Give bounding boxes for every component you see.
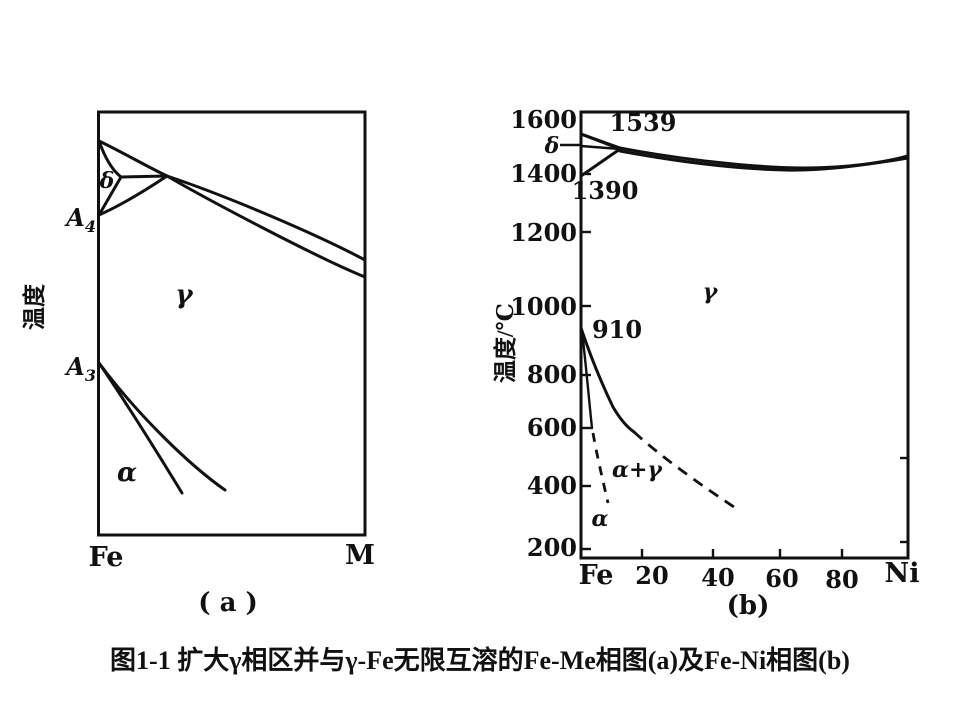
xtick-label-40: 40: [701, 563, 734, 592]
ytick-label-1400: 1400: [510, 159, 577, 188]
xtick-label-60: 60: [765, 564, 798, 593]
panel-a-y-axis-label: 温度: [21, 283, 47, 330]
panel-a-plot-frame: [97, 110, 367, 537]
panel-b-delta-gamma-annotation: 1390: [572, 176, 639, 205]
ytick-label-1600: 1600: [510, 105, 577, 134]
xtick-label-ni: Ni: [885, 558, 920, 589]
panel-a: 温度 A4 A3 δ γ α Fe M ( a ): [21, 110, 375, 618]
ytick-label-1200: 1200: [510, 218, 577, 247]
panel-b-gamma-boundary-solid: [579, 326, 636, 434]
panel-a-a4-gamma-boundary: [97, 174, 169, 217]
panel-a-A3-label: A3: [64, 352, 96, 385]
panel-b-delta-phase-label: δ: [544, 133, 560, 159]
ytick-label-200: 200: [527, 533, 577, 562]
panel-b-alpha-boundary-dashed: [591, 432, 610, 504]
panel-b-alpha-gamma-phase-label: α+γ: [612, 457, 663, 483]
panel-b: 1600 1400 1200 1000 800 600 400 200 Fe 2…: [492, 105, 919, 621]
ytick-label-400: 400: [527, 471, 577, 500]
panel-b-liquidus-curve: [579, 132, 910, 170]
xtick-label-fe: Fe: [579, 560, 614, 591]
panel-b-alpha-boundary-solid: [580, 330, 594, 429]
xtick-label-80: 80: [825, 565, 858, 594]
xtick-label-20: 20: [635, 561, 668, 590]
panel-b-gamma-phase-label: γ: [703, 279, 719, 305]
panel-b-gamma-boundary-dashed: [633, 430, 738, 511]
panel-a-A4-letter: A: [64, 203, 85, 232]
panel-a-delta-solidus-curve: [97, 139, 123, 179]
panel-b-right-tick-marks: [900, 456, 908, 544]
panel-b-plot-frame: [579, 110, 910, 560]
panel-b-alpha-phase-label: α: [592, 506, 609, 532]
panel-b-solidus-curve: [618, 149, 910, 172]
panel-a-a4-delta-boundary: [97, 175, 123, 217]
panel-b-y-axis-label: 温度/℃: [492, 303, 518, 383]
panel-b-delta-triangle-inner-line: [580, 144, 621, 151]
panel-a-gamma-phase-label: γ: [175, 280, 194, 310]
panel-a-peritectic-line: [119, 174, 169, 179]
panel-a-alpha-boundary-inner: [97, 361, 184, 495]
ytick-label-1000: 1000: [510, 292, 577, 321]
panel-a-tag: ( a ): [198, 588, 258, 618]
figure-caption: 图1-1 扩大γ相区并与γ-Fe无限互溶的Fe-Me相图(a)及Fe-Ni相图(…: [110, 645, 850, 675]
panel-a-A4-subscript: 4: [85, 217, 96, 236]
panel-a-x-label-fe: Fe: [89, 542, 124, 573]
panel-b-x-tick-marks: [640, 549, 844, 558]
panel-b-tag: (b): [727, 591, 770, 621]
ytick-label-800: 800: [527, 360, 577, 389]
panel-a-delta-phase-label: δ: [99, 168, 115, 194]
panel-b-y-tick-marks: [581, 172, 593, 551]
panel-a-alpha-gamma-boundary-outer: [97, 361, 227, 492]
panel-a-A4-label: A4: [64, 203, 96, 236]
panel-a-A3-letter: A: [64, 352, 85, 381]
panel-a-gamma-solidus-curve: [165, 174, 367, 279]
ytick-label-600: 600: [527, 413, 577, 442]
panel-b-910-annotation: 910: [592, 315, 642, 344]
panel-a-x-label-m: M: [345, 540, 375, 571]
panel-a-alpha-phase-label: α: [117, 458, 137, 488]
panel-b-melting-point-annotation: 1539: [610, 108, 677, 137]
panel-b-y-tick-labels: 1600 1400 1200 1000 800 600 400 200: [510, 105, 577, 562]
panel-b-x-tick-labels: Fe 20 40 60 80 Ni: [579, 558, 920, 594]
panel-a-liquidus-curve: [97, 139, 367, 262]
panel-a-A3-subscript: 3: [85, 366, 96, 385]
